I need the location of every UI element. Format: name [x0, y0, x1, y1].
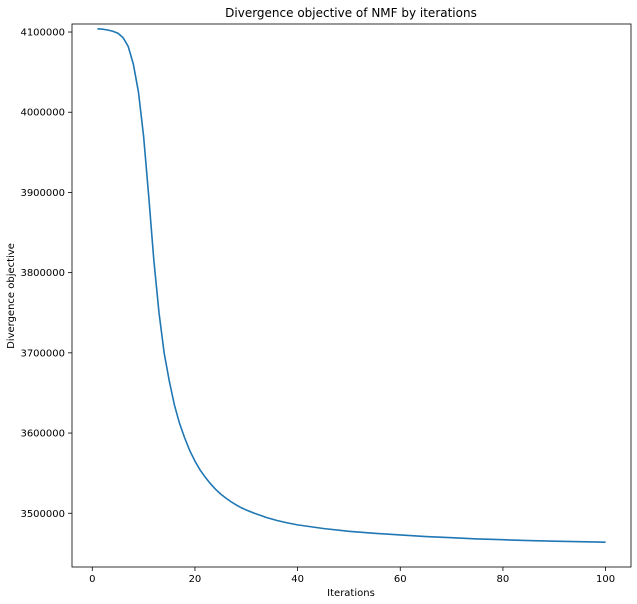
x-tick-label: 80 — [497, 574, 510, 585]
y-tick-label: 3600000 — [20, 429, 65, 440]
x-tick-label: 0 — [89, 574, 95, 585]
series-line — [97, 28, 606, 543]
y-tick-label: 3500000 — [20, 509, 65, 520]
x-axis-label: Iterations — [327, 588, 375, 599]
y-tick-label: 3700000 — [20, 348, 65, 359]
y-tick-label: 4100000 — [20, 28, 65, 39]
x-axis: 0 20 40 60 80 100 — [89, 567, 615, 585]
x-tick-label: 20 — [189, 574, 202, 585]
x-tick-label: 40 — [291, 574, 304, 585]
chart-title: Divergence objective of NMF by iteration… — [225, 6, 477, 20]
y-axis-label: Divergence objective — [6, 243, 17, 349]
x-tick-label: 100 — [596, 574, 615, 585]
y-tick-label: 3800000 — [20, 268, 65, 279]
y-axis: 3500000 3600000 3700000 3800000 3900000 40000… — [20, 28, 72, 520]
plot-frame — [71, 23, 632, 568]
y-tick-label: 3900000 — [20, 188, 65, 199]
y-tick-label: 4000000 — [20, 108, 65, 119]
x-tick-label: 60 — [394, 574, 407, 585]
